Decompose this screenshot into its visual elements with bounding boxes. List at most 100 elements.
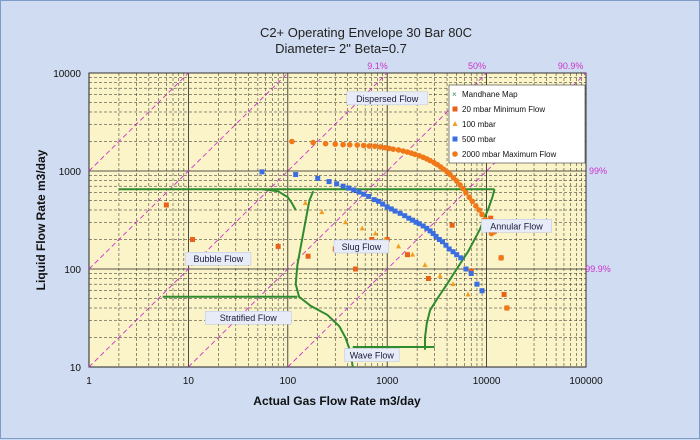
region-label: Wave Flow bbox=[350, 351, 395, 361]
data-point-series-2 bbox=[458, 255, 464, 261]
data-point-series-3 bbox=[395, 147, 402, 153]
data-point-series-1 bbox=[410, 251, 416, 257]
data-point-series-2 bbox=[361, 191, 367, 197]
data-point-series-2 bbox=[351, 187, 357, 193]
x-tick-label: 1000 bbox=[376, 376, 399, 387]
y-tick-label: 1000 bbox=[59, 167, 82, 178]
data-point-series-3 bbox=[466, 194, 473, 201]
data-point-series-1 bbox=[465, 291, 471, 297]
region-label: Dispersed Flow bbox=[356, 94, 419, 104]
percent-label: 99% bbox=[589, 166, 607, 176]
data-point-series-0 bbox=[449, 222, 455, 228]
legend-marker-triangle-icon bbox=[452, 121, 458, 126]
data-point-series-2 bbox=[326, 179, 332, 185]
data-point-series-2 bbox=[392, 208, 398, 214]
data-point-series-2 bbox=[420, 223, 426, 229]
data-point-series-0 bbox=[404, 252, 410, 258]
data-point-series-2 bbox=[454, 252, 460, 258]
legend-entry-label: 500 mbar bbox=[462, 135, 496, 144]
data-point-series-1 bbox=[319, 209, 325, 215]
data-point-series-3 bbox=[498, 255, 504, 261]
legend-entry-label: 2000 mbar Maximum Flow bbox=[462, 150, 556, 159]
data-point-series-2 bbox=[376, 198, 382, 204]
y-tick-label: 100 bbox=[64, 265, 81, 276]
data-point-series-0 bbox=[369, 236, 375, 242]
chart-title-line1: C2+ Operating Envelope 30 Bar 80C bbox=[260, 25, 472, 40]
legend-entry-label: 20 mbar Minimum Flow bbox=[462, 105, 545, 114]
chart-title-line2: Diameter= 2" Beta=0.7 bbox=[275, 41, 407, 56]
data-point-series-2 bbox=[416, 221, 422, 227]
data-point-series-3 bbox=[453, 178, 460, 184]
data-point-series-0 bbox=[425, 275, 431, 281]
data-point-series-3 bbox=[322, 140, 329, 147]
legend-marker-square-icon bbox=[452, 106, 458, 112]
data-point-series-2 bbox=[433, 233, 439, 239]
region-label: Bubble Flow bbox=[194, 254, 244, 264]
data-point-series-3 bbox=[310, 139, 316, 146]
data-point-series-2 bbox=[402, 213, 408, 219]
x-tick-label: 10000 bbox=[473, 376, 501, 387]
x-tick-label: 100 bbox=[279, 376, 296, 387]
data-point-series-0 bbox=[275, 243, 281, 249]
data-point-series-1 bbox=[302, 200, 308, 206]
region-label-box bbox=[346, 91, 428, 106]
region-label-box bbox=[344, 348, 400, 362]
legend-marker-mandhane-icon: × bbox=[452, 90, 457, 99]
grid-lines bbox=[88, 73, 586, 368]
mandhane-line-left-boundary bbox=[294, 190, 354, 368]
data-point-series-3 bbox=[476, 207, 482, 213]
data-point-series-2 bbox=[388, 206, 394, 212]
data-point-series-3 bbox=[332, 141, 339, 147]
region-label-box bbox=[333, 239, 390, 254]
legend-marker-square-icon bbox=[452, 136, 458, 142]
x-tick-label: 1 bbox=[86, 376, 92, 387]
tick-labels: 1 10 100 1000 10000 100000 10 100 1000 10000 bbox=[53, 69, 603, 387]
data-point-series-2 bbox=[474, 281, 480, 287]
region-label: Slug Flow bbox=[342, 242, 382, 252]
data-point-series-3 bbox=[390, 146, 397, 152]
region-label: Annular Flow bbox=[490, 221, 543, 231]
data-point-series-0 bbox=[190, 236, 196, 242]
percent-label: 9.1% bbox=[367, 61, 388, 71]
data-point-series-3 bbox=[382, 144, 388, 151]
data-point-series-2 bbox=[430, 231, 436, 237]
legend-entry-label: Mandhane Map bbox=[462, 90, 518, 99]
data-point-series-2 bbox=[436, 236, 442, 242]
data-point-series-2 bbox=[410, 217, 416, 223]
data-point-series-0 bbox=[501, 291, 507, 297]
region-label-box bbox=[204, 310, 292, 325]
data-point-series-1 bbox=[342, 219, 348, 225]
data-point-series-0 bbox=[353, 266, 359, 272]
legend: × Mandhane Map 20 mbar Minimum Flow 100 mba… bbox=[448, 84, 586, 164]
data-point-series-3 bbox=[504, 305, 510, 311]
data-points bbox=[163, 138, 510, 311]
percent-label: 99.9% bbox=[585, 264, 611, 274]
data-point-series-2 bbox=[463, 266, 469, 272]
y-tick-label: 10000 bbox=[53, 69, 81, 80]
data-point-series-3 bbox=[289, 138, 295, 145]
y-tick-label: 10 bbox=[70, 363, 82, 374]
data-point-series-2 bbox=[468, 270, 474, 276]
data-point-series-3 bbox=[360, 142, 367, 149]
x-tick-label: 10 bbox=[183, 376, 195, 387]
x-tick-label: 100000 bbox=[569, 376, 603, 387]
data-point-series-2 bbox=[366, 193, 372, 199]
data-point-series-3 bbox=[340, 141, 346, 148]
data-point-series-0 bbox=[163, 202, 169, 208]
data-point-series-2 bbox=[259, 169, 265, 175]
data-point-series-3 bbox=[463, 189, 469, 196]
data-point-series-0 bbox=[488, 215, 494, 221]
data-point-series-3 bbox=[366, 143, 373, 149]
data-point-series-3 bbox=[460, 185, 466, 192]
data-point-series-2 bbox=[413, 219, 419, 225]
legend-box bbox=[448, 84, 586, 164]
data-point-series-2 bbox=[293, 172, 299, 178]
data-point-series-2 bbox=[450, 249, 456, 255]
percent-labels: 9.1% 50% 90.9% 99% 99.9% bbox=[367, 61, 610, 274]
data-point-series-2 bbox=[356, 189, 362, 195]
data-point-series-3 bbox=[346, 142, 353, 148]
data-point-series-2 bbox=[346, 185, 352, 191]
data-point-series-0 bbox=[305, 253, 311, 259]
data-point-series-2 bbox=[427, 228, 433, 234]
